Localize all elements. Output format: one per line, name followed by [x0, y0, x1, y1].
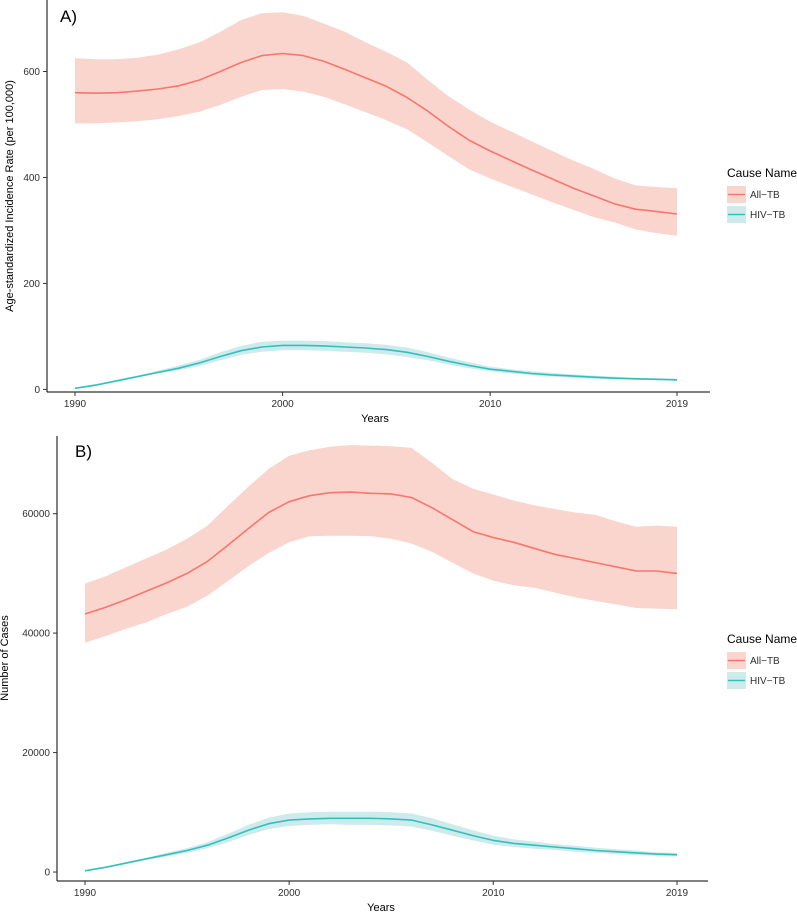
panel-b-x-tick-label: 1990 — [74, 888, 97, 899]
panel-b-bands — [85, 445, 677, 872]
panel-b-x-tick-label: 2010 — [482, 888, 505, 899]
panel-a-y-tick-label: 400 — [23, 173, 40, 184]
panel-b-x-tick-label: 2019 — [666, 888, 689, 899]
panel-a-y-ticks: 0 200 400 600 — [23, 67, 47, 396]
panel-a-legend-label-all-tb: All−TB — [750, 190, 780, 201]
panel-b-band-hiv-tb — [85, 811, 677, 872]
panel-b-y-tick-label: 20000 — [22, 748, 50, 759]
panel-b-x-tick-label: 2000 — [278, 888, 301, 899]
panel-a-legend: Cause Name All−TB HIV−TB — [727, 166, 797, 223]
panel-b-legend: Cause Name All−TB HIV−TB — [727, 632, 797, 689]
panel-b-legend-label-all-tb: All−TB — [750, 656, 780, 667]
panel-a-line-all-tb — [74, 52, 678, 215]
panel-a-tag: A) — [60, 7, 77, 26]
panel-a-y-tick-label: 0 — [34, 385, 40, 396]
panel-a-y-axis-title: Age-standardized Incidence Rate (per 100… — [4, 80, 16, 312]
panel-b-tag: B) — [75, 442, 92, 461]
panel-a-legend-title: Cause Name — [727, 166, 797, 180]
panel-a-y-tick-label: 600 — [23, 67, 40, 78]
panel-a-x-tick-label: 2010 — [479, 399, 502, 410]
panel-a-band-hiv-tb — [75, 340, 677, 389]
panel-b-y-tick-label: 60000 — [22, 509, 50, 520]
panel-a-x-tick-label: 1990 — [64, 399, 87, 410]
panel-b-line-all-tb — [84, 491, 678, 615]
panel-b-x-axis-title: Years — [367, 902, 395, 914]
panel-b: B) 0 20000 40000 60000 1990 2000 2010 2019 Yea… — [0, 436, 797, 914]
panel-a-x-tick-label: 2019 — [666, 399, 689, 410]
panel-b-legend-title: Cause Name — [727, 632, 797, 646]
panel-b-y-tick-label: 0 — [44, 868, 50, 879]
panel-b-y-axis-title: Number of Cases — [0, 615, 11, 701]
panel-a-band-all-tb — [75, 12, 677, 236]
panel-b-y-tick-label: 40000 — [22, 629, 50, 640]
panel-a-y-tick-label: 200 — [23, 279, 40, 290]
panel-b-band-all-tb — [85, 445, 677, 643]
panel-a-x-axis-title: Years — [361, 413, 389, 425]
panel-a: A) 0 200 400 600 1990 2000 2010 2019 Years Age… — [4, 0, 797, 425]
panel-a-x-tick-label: 2000 — [271, 399, 294, 410]
panel-a-legend-label-hiv-tb: HIV−TB — [750, 210, 786, 221]
panel-b-lines — [84, 491, 678, 872]
panel-b-legend-label-hiv-tb: HIV−TB — [750, 676, 786, 687]
panel-b-y-ticks: 0 20000 40000 60000 — [22, 509, 57, 879]
panel-b-x-ticks: 1990 2000 2010 2019 — [74, 881, 689, 899]
panel-a-bands — [75, 12, 677, 389]
panel-a-x-ticks: 1990 2000 2010 2019 — [64, 392, 689, 410]
panel-b-line-hiv-tb — [84, 817, 678, 872]
panel-a-lines — [74, 52, 678, 390]
panel-a-line-hiv-tb — [74, 344, 678, 390]
